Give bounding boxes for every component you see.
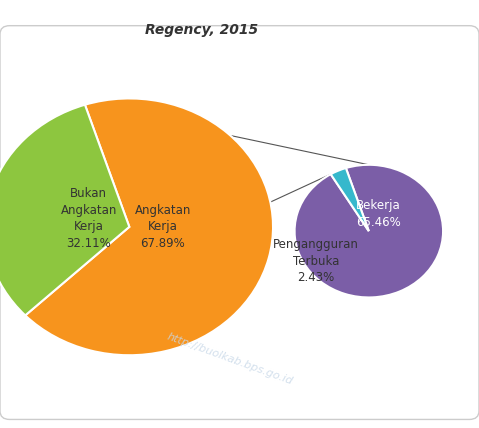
- Wedge shape: [331, 168, 369, 231]
- Text: Angkatan
Kerja
67.89%: Angkatan Kerja 67.89%: [135, 204, 191, 250]
- Wedge shape: [295, 165, 443, 297]
- FancyBboxPatch shape: [0, 26, 479, 419]
- Text: Pengangguran
Terbuka
2.43%: Pengangguran Terbuka 2.43%: [273, 238, 359, 284]
- Text: Regency, 2015: Regency, 2015: [145, 23, 258, 37]
- Text: Bekerja
65.46%: Bekerja 65.46%: [356, 199, 401, 229]
- Wedge shape: [0, 105, 129, 315]
- Text: http://buolkab.bps.go.id: http://buolkab.bps.go.id: [166, 332, 294, 387]
- Text: Bukan
Angkatan
Kerja
32.11%: Bukan Angkatan Kerja 32.11%: [60, 187, 117, 250]
- Wedge shape: [25, 98, 273, 355]
